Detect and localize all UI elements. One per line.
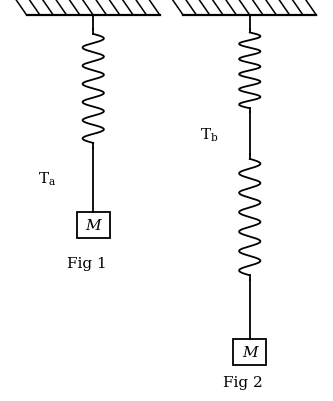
Text: M: M bbox=[242, 345, 257, 359]
Text: T$_\mathregular{a}$: T$_\mathregular{a}$ bbox=[38, 170, 57, 187]
Bar bbox=[77, 213, 110, 239]
Text: M: M bbox=[86, 219, 101, 233]
Bar bbox=[233, 339, 266, 365]
Text: Fig 1: Fig 1 bbox=[67, 257, 107, 271]
Text: T$_\mathregular{b}$: T$_\mathregular{b}$ bbox=[200, 126, 218, 143]
Text: Fig 2: Fig 2 bbox=[223, 375, 263, 389]
